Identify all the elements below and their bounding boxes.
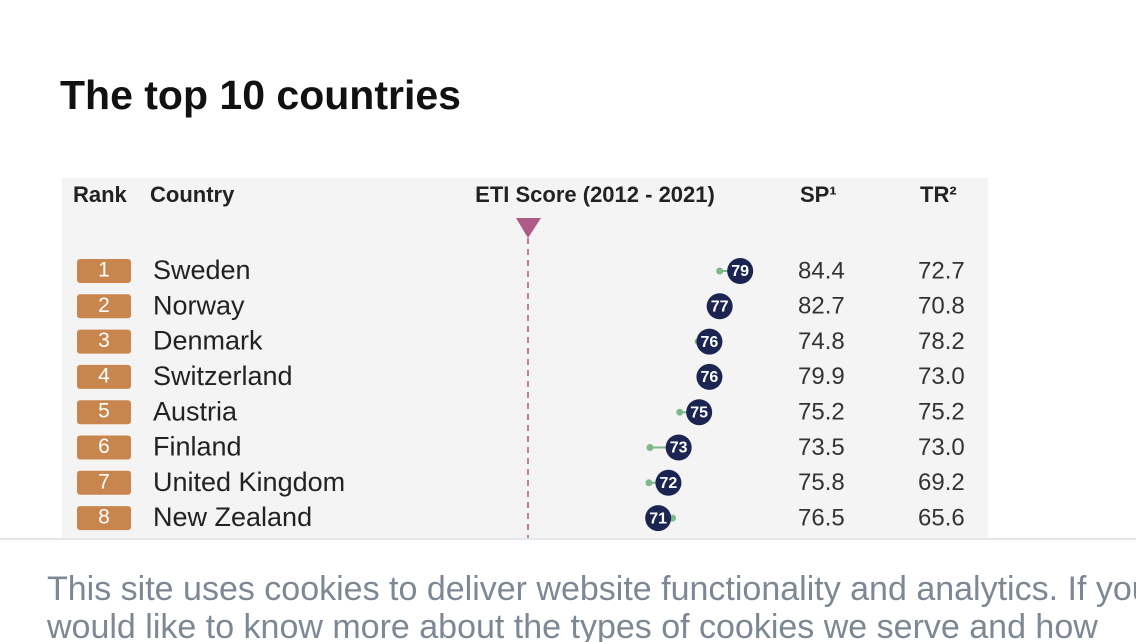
rank: 8 — [98, 506, 110, 529]
country: Norway — [153, 290, 245, 320]
sp-value: 84.4 — [798, 257, 845, 284]
rank: 4 — [98, 364, 110, 387]
score-2012-dot — [645, 479, 653, 487]
table-background — [62, 178, 988, 548]
sp-value: 73.5 — [798, 434, 845, 461]
rank: 2 — [98, 294, 110, 317]
tr-value: 78.2 — [918, 328, 965, 355]
score-circle — [665, 434, 692, 461]
cookie-banner: This site uses cookies to deliver websit… — [0, 538, 1136, 642]
tr-value: 73.0 — [918, 363, 965, 390]
score-circle — [706, 293, 733, 320]
score-circle — [655, 469, 682, 496]
score-circle — [727, 258, 754, 284]
score: 76 — [701, 369, 719, 386]
cookie-text: would like to know more about the types … — [47, 608, 1098, 642]
page-title: The top 10 countries — [60, 72, 461, 118]
score-2012-dot — [646, 444, 654, 451]
tr-value: 69.2 — [918, 469, 965, 496]
score: 77 — [711, 299, 729, 316]
tr-value: 73.0 — [918, 434, 965, 461]
column-header: Rank — [73, 182, 128, 207]
score: 79 — [731, 263, 749, 280]
rank: 6 — [98, 435, 110, 458]
tr-value: 72.7 — [918, 257, 965, 284]
score: 72 — [660, 475, 678, 492]
column-header: TR² — [920, 182, 957, 207]
score-circle — [696, 328, 723, 355]
score-2012-dot — [716, 267, 724, 275]
rank-badge — [77, 259, 131, 283]
rank: 5 — [98, 400, 110, 423]
rank-badge — [77, 294, 131, 319]
score: 71 — [649, 510, 667, 527]
tr-value: 70.8 — [918, 293, 965, 320]
country: Sweden — [153, 255, 251, 285]
rank-badge — [77, 329, 131, 354]
rank: 7 — [98, 470, 110, 493]
score-2012-dot — [676, 408, 684, 416]
rank: 3 — [98, 329, 110, 352]
tr-value: 75.2 — [918, 399, 965, 426]
rank-badge — [77, 435, 131, 460]
rank-badge — [77, 506, 131, 531]
sp-value: 75.2 — [798, 399, 845, 426]
score: 76 — [701, 334, 719, 351]
cookie-text: This site uses cookies to deliver websit… — [47, 570, 1136, 608]
country: New Zealand — [153, 502, 312, 532]
score-circle — [696, 363, 723, 390]
sp-value: 76.5 — [798, 504, 845, 531]
tr-value: 65.6 — [918, 504, 965, 531]
score: 73 — [670, 440, 688, 457]
sp-value: 79.9 — [798, 363, 845, 390]
score-circle — [686, 399, 713, 426]
country: United Kingdom — [153, 467, 345, 497]
score: 75 — [690, 404, 708, 421]
column-header: ETI Score (2012 - 2021) — [475, 182, 715, 207]
column-header: Country — [150, 182, 235, 207]
column-header: SP¹ — [800, 182, 837, 207]
country: Finland — [153, 432, 242, 462]
sp-value: 82.7 — [798, 293, 845, 320]
sp-value: 74.8 — [798, 328, 845, 355]
sp-value: 75.8 — [798, 469, 845, 496]
rank-badge — [77, 470, 131, 495]
score-circle — [645, 505, 672, 532]
country: Switzerland — [153, 361, 293, 391]
rank: 1 — [98, 259, 110, 282]
country: Austria — [153, 396, 238, 426]
rank-badge — [77, 364, 131, 389]
rank-badge — [77, 400, 131, 425]
country: Denmark — [153, 326, 263, 356]
marker-triangle — [516, 218, 541, 238]
